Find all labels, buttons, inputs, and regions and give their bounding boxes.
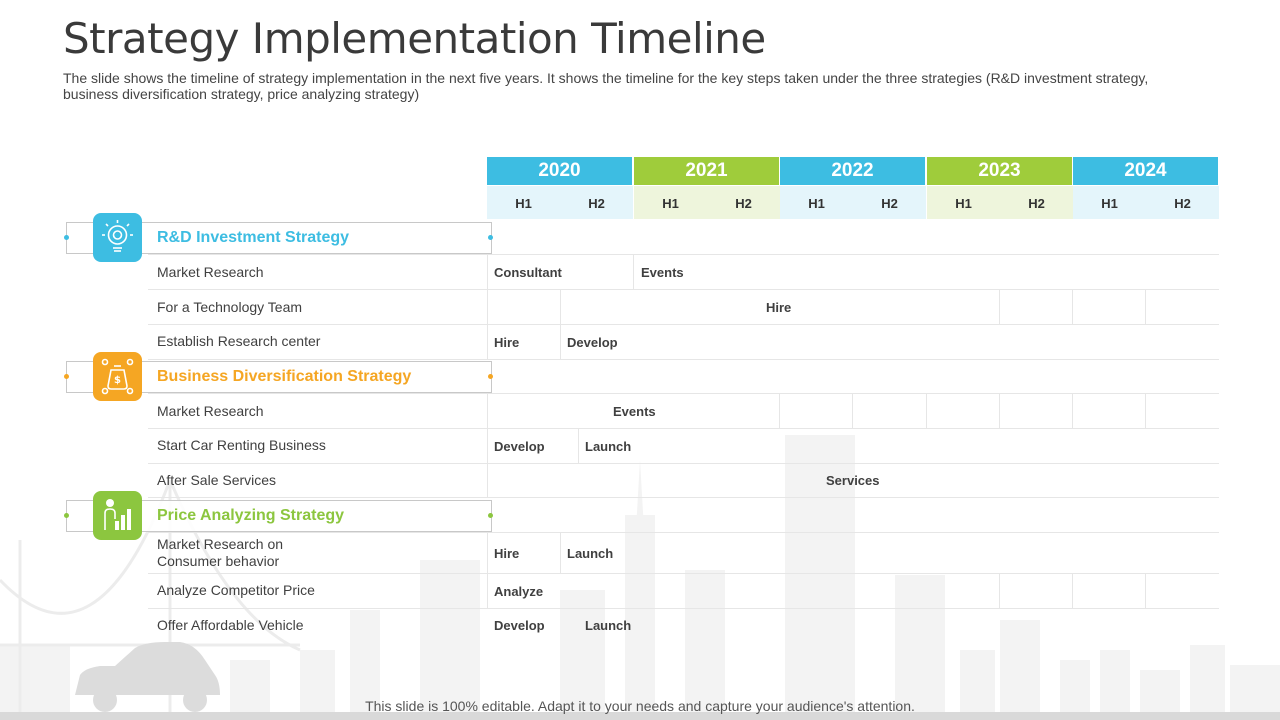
half-header: H2 — [707, 186, 780, 219]
slide-subtitle: The slide shows the timeline of strategy… — [63, 70, 1149, 102]
grid-divider — [779, 393, 780, 428]
grid-divider — [1072, 393, 1073, 428]
half-header: H2 — [853, 186, 926, 219]
year-2022-header: 2022 — [780, 157, 925, 185]
footer-bar — [0, 712, 1280, 720]
strategy-title-price: Price Analyzing Strategy — [157, 507, 345, 524]
grid-divider — [999, 393, 1000, 428]
timeline-cell: Launch — [585, 618, 632, 633]
timeline-cell: Hire — [494, 546, 520, 561]
half-header: H1 — [927, 186, 1000, 219]
connector-dot — [488, 235, 493, 240]
slide-title: Strategy Implementation Timeline — [63, 14, 766, 63]
timeline-cell: Services — [826, 473, 880, 488]
footer-note: This slide is 100% editable. Adapt it to… — [365, 698, 915, 714]
half-header: H1 — [1073, 186, 1146, 219]
year-2023-header: 2023 — [927, 157, 1072, 185]
connector-dot — [488, 374, 493, 379]
task-label: Analyze Competitor Price — [157, 582, 315, 598]
grid-divider — [1145, 393, 1146, 428]
timeline-cell: Develop — [494, 439, 545, 454]
grid-line — [148, 608, 1219, 609]
grid-divider — [1072, 573, 1073, 608]
timeline-cell: Develop — [494, 618, 545, 633]
year-2024-header: 2024 — [1073, 157, 1218, 185]
timeline-cell: Hire — [494, 335, 520, 350]
task-label: For a Technology Team — [157, 299, 303, 315]
year-2020-header: 2020 — [487, 157, 632, 185]
grid-line — [148, 497, 1219, 498]
grid-divider — [999, 573, 1000, 608]
half-header: H1 — [634, 186, 707, 219]
grid-divider — [578, 428, 579, 463]
lightbulb-gear-icon — [93, 213, 142, 262]
timeline-cell: Analyze — [494, 584, 544, 599]
grid-divider — [1145, 289, 1146, 324]
task-label: Start Car Renting Business — [157, 437, 326, 453]
grid-divider — [487, 393, 488, 497]
timeline-cell: Hire — [766, 300, 792, 315]
timeline-cell: Events — [613, 404, 656, 419]
strategy-title-rd: R&D Investment Strategy — [157, 229, 350, 246]
grid-divider — [487, 254, 488, 359]
half-header: H2 — [1000, 186, 1073, 219]
half-header: H2 — [560, 186, 633, 219]
grid-line — [148, 324, 1219, 325]
connector-dot — [64, 235, 69, 240]
connector-dot — [488, 513, 493, 518]
grid-divider — [633, 254, 634, 289]
timeline-cell: Consultant — [494, 265, 562, 280]
grid-divider — [487, 532, 488, 608]
grid-line — [148, 463, 1219, 464]
task-label: Market Research — [157, 403, 264, 419]
grid-line — [148, 428, 1219, 429]
chart-person-icon — [93, 491, 142, 540]
year-2021-header: 2021 — [634, 157, 779, 185]
grid-divider — [560, 324, 561, 359]
timeline-cell: Launch — [585, 439, 632, 454]
strategy-title-diversification: Business Diversification Strategy — [157, 368, 412, 385]
grid-divider — [926, 393, 927, 428]
grid-divider — [560, 289, 561, 324]
grid-line — [148, 573, 1219, 574]
task-label: Market Research — [157, 264, 264, 280]
half-header: H1 — [487, 186, 560, 219]
timeline-cell: Launch — [567, 546, 614, 561]
grid-line — [148, 393, 1219, 394]
money-bag-icon: $ — [93, 352, 142, 401]
timeline-cell: Events — [641, 265, 684, 280]
grid-divider — [852, 393, 853, 428]
half-header: H1 — [780, 186, 853, 219]
connector-dot — [64, 513, 69, 518]
grid-line — [148, 359, 1219, 360]
grid-line — [148, 289, 1219, 290]
task-label: Consumer behavior — [157, 553, 280, 569]
grid-divider — [999, 289, 1000, 324]
grid-line — [148, 532, 1219, 533]
half-header: H2 — [1146, 186, 1219, 219]
grid-line — [148, 254, 1219, 255]
task-label: Offer Affordable Vehicle — [157, 617, 304, 633]
grid-divider — [1072, 289, 1073, 324]
grid-divider — [1145, 573, 1146, 608]
connector-dot — [64, 374, 69, 379]
grid-divider — [560, 532, 561, 573]
city-skyline-illustration — [0, 435, 1280, 720]
task-label: Market Research on — [157, 536, 284, 552]
task-label: After Sale Services — [157, 472, 277, 488]
task-label: Establish Research center — [157, 333, 321, 349]
timeline-cell: Develop — [567, 335, 618, 350]
svg-text:$: $ — [114, 375, 121, 386]
